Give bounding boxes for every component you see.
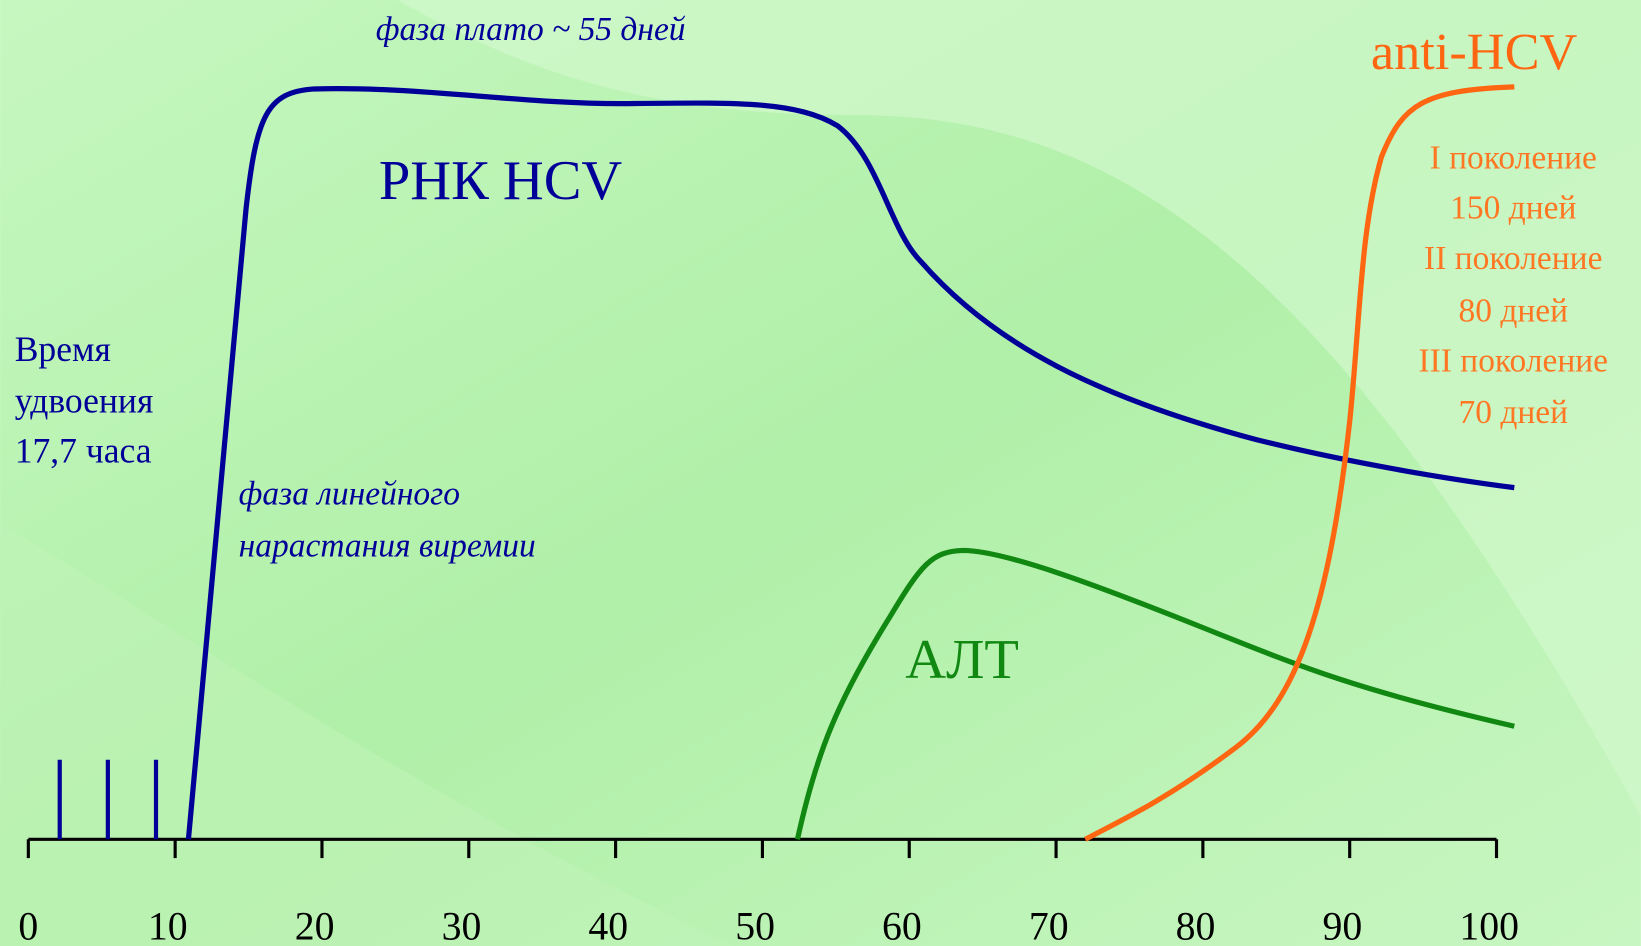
anti-hcv-label: anti-HCV [1371, 23, 1578, 81]
x-tick-label: 50 [735, 905, 775, 946]
generation-line: I поколение [1430, 139, 1597, 176]
alt-curve [794, 547, 1515, 840]
generation-line: III поколение [1418, 342, 1608, 379]
x-tick-label: 80 [1176, 905, 1216, 946]
x-tick-labels: 0 10 20 30 40 50 60 70 80 90 100 [18, 905, 1519, 946]
generation-line: II поколение [1424, 240, 1602, 277]
x-tick-label: 20 [295, 905, 335, 946]
x-tick-label: 40 [588, 905, 628, 946]
linear-line: нарастания виремии [239, 528, 536, 565]
generations: I поколение 150 дней II поколение 80 дне… [1418, 139, 1608, 430]
x-tick-label: 90 [1322, 905, 1362, 946]
rna-curve [185, 86, 1515, 840]
x-axis [26, 837, 1499, 859]
doubling-line: 17,7 часа [15, 431, 152, 471]
alt-label: АЛТ [905, 629, 1019, 691]
linear-line: фаза линейного [239, 475, 460, 512]
x-tick-label: 60 [882, 905, 922, 946]
linear-label: фаза линейного нарастания виремии [239, 475, 536, 564]
doubling-line: удвоения [15, 380, 154, 420]
plateau-label: фаза плато ~ 55 дней [376, 11, 686, 48]
doubling-line: Время [15, 329, 111, 369]
background-swoosh [397, 0, 1641, 817]
doubling-marks [57, 759, 159, 840]
anti-hcv-curve [1084, 84, 1515, 842]
generation-line: 80 дней [1458, 292, 1568, 329]
generation-line: 150 дней [1450, 190, 1576, 227]
x-tick-label: 100 [1459, 905, 1519, 946]
x-tick-label: 30 [442, 905, 482, 946]
x-tick-label: 10 [148, 905, 188, 946]
x-tick-label: 0 [18, 905, 38, 946]
generation-line: 70 дней [1458, 394, 1568, 431]
doubling-label: Время удвоения 17,7 часа [15, 329, 154, 471]
rna-label: РНК HCV [379, 150, 623, 212]
x-tick-label: 70 [1029, 905, 1069, 946]
